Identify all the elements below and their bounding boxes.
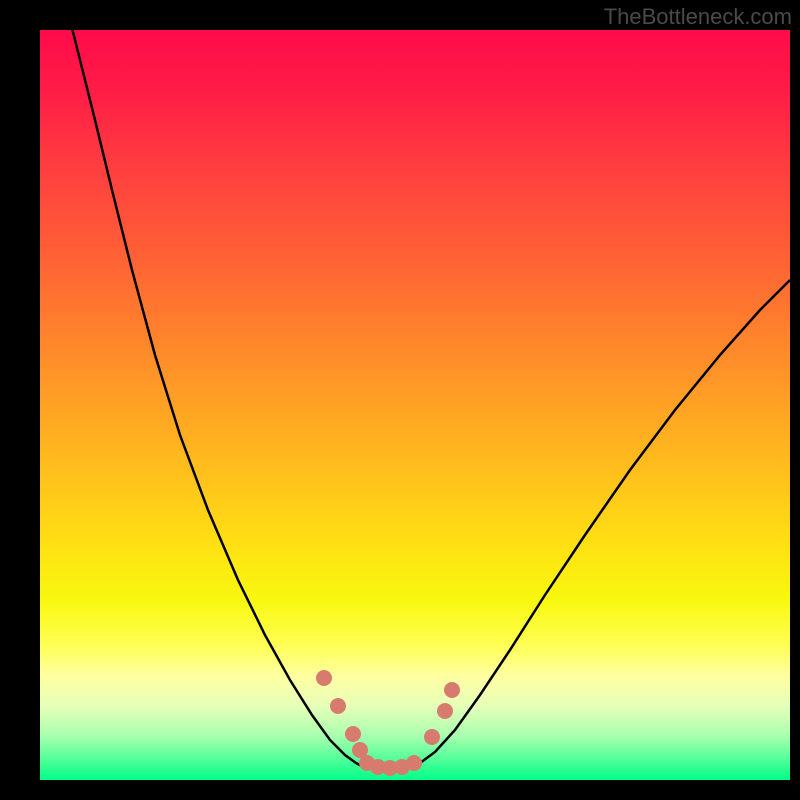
- curve-layer: [40, 30, 790, 780]
- marker-dot: [345, 726, 361, 742]
- plot-area: [40, 30, 790, 780]
- marker-dot: [316, 670, 332, 686]
- bottleneck-curve-right: [410, 280, 790, 768]
- marker-dot: [424, 729, 440, 745]
- marker-dot: [406, 755, 422, 771]
- marker-dot: [444, 682, 460, 698]
- bottleneck-curve-left: [70, 30, 365, 768]
- marker-dot: [437, 703, 453, 719]
- marker-dot: [330, 698, 346, 714]
- watermark-text: TheBottleneck.com: [604, 4, 792, 30]
- marker-group: [316, 670, 460, 776]
